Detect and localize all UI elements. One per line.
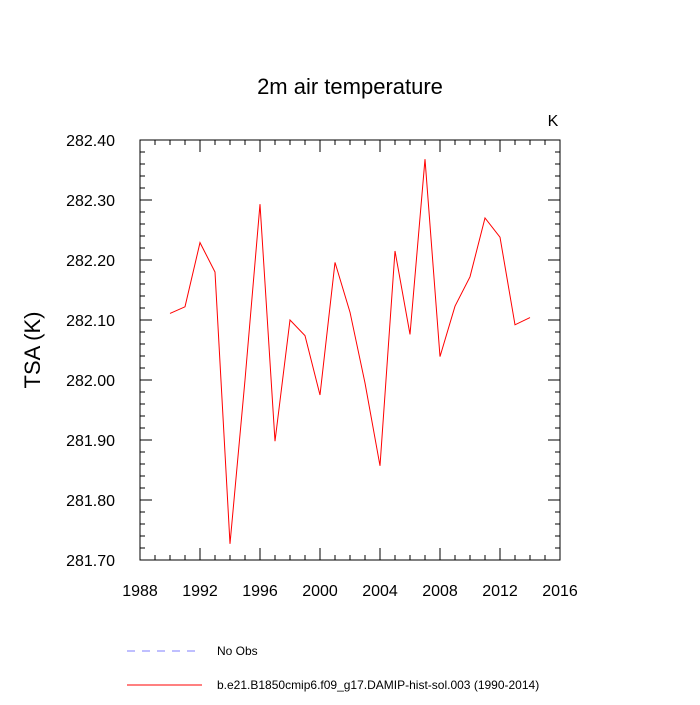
x-tick-label: 2000 (302, 583, 338, 600)
x-tick-label: 2004 (362, 583, 398, 600)
x-tick-label: 1992 (182, 583, 218, 600)
y-axis-label: TSA (K) (20, 311, 45, 388)
ticks-layer: 1988 1992 1996 2000 2004 2008 2012 2016 281.70 28… (66, 133, 578, 600)
x-tick-label: 2016 (542, 583, 578, 600)
y-tick-label: 282.20 (66, 253, 115, 270)
y-tick-label: 281.70 (66, 553, 115, 570)
y-tick-label: 281.90 (66, 433, 115, 450)
x-tick-label: 2008 (422, 583, 458, 600)
units-label: K (548, 113, 559, 130)
x-tick-label: 1996 (242, 583, 278, 600)
x-tick-label: 2012 (482, 583, 518, 600)
legend: No Obs b.e21.B1850cmip6.f09_g17.DAMIP-his… (127, 644, 539, 692)
y-tick-label: 282.30 (66, 193, 115, 210)
y-tick-label: 282.00 (66, 373, 115, 390)
series-layer (169, 159, 531, 544)
y-tick-label: 281.80 (66, 493, 115, 510)
x-tick-label: 1988 (122, 583, 158, 600)
plot-frame (139, 139, 561, 561)
chart-title: 2m air temperature (257, 74, 443, 99)
series-line (169, 159, 531, 544)
legend-label: No Obs (217, 644, 258, 658)
y-tick-label: 282.40 (66, 133, 115, 150)
legend-label: b.e21.B1850cmip6.f09_g17.DAMIP-hist-sol.… (217, 678, 539, 692)
y-tick-label: 282.10 (66, 313, 115, 330)
